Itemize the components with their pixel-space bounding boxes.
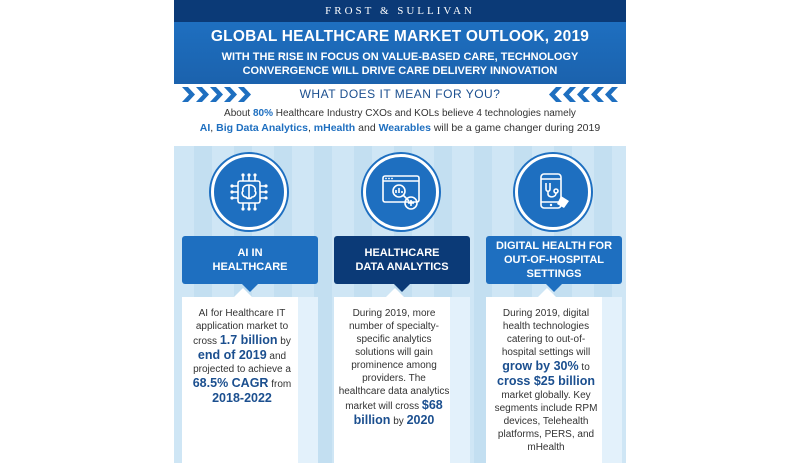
tech-wearables: Wearables: [378, 122, 431, 134]
card-text: by: [390, 416, 407, 427]
label-line-1: AI IN: [237, 247, 263, 259]
subtitle-line-2: CONVERGENCE WILL DRIVE CARE DELIVERY INN…: [242, 65, 558, 77]
intro-sep-2: ,: [307, 122, 314, 134]
highlight-value: 2018-2022: [212, 391, 272, 405]
data-analytics-icon: [382, 175, 420, 210]
infographic: FROST & SULLIVAN GLOBAL HEALTHCARE MARKE…: [174, 0, 626, 463]
highlight-value: end of 2019: [197, 348, 267, 362]
highlight-value: 2020: [406, 413, 435, 427]
intro-percent: 80%: [252, 108, 273, 119]
label-line-1: HEALTHCARE: [364, 247, 440, 259]
page-title: GLOBAL HEALTHCARE MARKET OUTLOOK, 2019: [210, 28, 590, 45]
column-ai: AI IN HEALTHCARE AI for Healthcare IT app…: [177, 146, 323, 463]
card-digital-health: During 2019, digital health technologies…: [486, 288, 622, 463]
label-line-2: HEALTHCARE: [212, 261, 288, 273]
card-text: During 2019, more number of specialty-sp…: [338, 308, 450, 412]
page-subtitle: WITH THE RISE IN FOCUS ON VALUE-BASED CA…: [184, 50, 616, 78]
icon-circle-analytics: [363, 154, 439, 230]
card-text: from: [268, 379, 292, 390]
brand-logo: FROST & SULLIVAN: [174, 0, 626, 22]
tech-mhealth: mHealth: [313, 122, 356, 134]
question-text: WHAT DOES IT MEAN FOR YOU?: [299, 87, 501, 101]
card-text-analytics: During 2019, more number of specialty-sp…: [338, 307, 450, 428]
intro-prefix: About: [224, 108, 253, 119]
label-line-2: DATA ANALYTICS: [355, 261, 449, 273]
question-bar: WHAT DOES IT MEAN FOR YOU?: [174, 84, 626, 105]
highlight-value: grow by 30%: [502, 359, 579, 373]
label-line-1: DIGITAL HEALTH FOR: [495, 240, 613, 252]
tech-big-data: Big Data Analytics: [216, 122, 308, 134]
highlight-value: 1.7 billion: [219, 333, 278, 347]
column-data-analytics: HEALTHCARE DATA ANALYTICS During 2019, mo…: [329, 146, 475, 463]
mobile-health-icon: [540, 173, 569, 209]
card-text: and projected to achieve a: [193, 351, 291, 375]
card-text: to: [578, 362, 590, 373]
highlight-value: $68 billion: [353, 398, 443, 427]
intro-line-2: AI, Big Data Analytics, mHealth and Wear…: [174, 121, 626, 136]
icon-circle-ai: [211, 154, 287, 230]
tech-ai: AI: [199, 122, 211, 134]
intro-text: About 80% Healthcare Industry CXOs and K…: [174, 107, 626, 136]
column-digital-health: DIGITAL HEALTH FOR OUT-OF-HOSPITAL SETTIN…: [481, 146, 626, 463]
category-label-analytics: HEALTHCARE DATA ANALYTICS: [334, 236, 470, 292]
header-band: GLOBAL HEALTHCARE MARKET OUTLOOK, 2019 W…: [174, 22, 626, 84]
card-text-ai: AI for Healthcare IT application market …: [186, 307, 298, 406]
category-label-digital-health: DIGITAL HEALTH FOR OUT-OF-HOSPITAL SETTIN…: [486, 236, 622, 292]
label-line-2: OUT-OF-HOSPITAL SETTINGS: [503, 254, 604, 280]
card-text: During 2019, digital health technologies…: [501, 308, 591, 358]
card-ai: AI for Healthcare IT application market …: [182, 288, 318, 463]
chevrons-right-icon: [549, 87, 618, 102]
icon-circle-digital-health: [515, 154, 591, 230]
card-text: market globally. Key segments include RP…: [494, 390, 598, 453]
card-analytics: During 2019, more number of specialty-sp…: [334, 288, 470, 463]
intro-sep-1: ,: [210, 122, 217, 134]
intro-sep-3: and: [355, 122, 379, 134]
card-text: AI for Healthcare IT application market …: [193, 308, 289, 347]
subtitle-line-1: WITH THE RISE IN FOCUS ON VALUE-BASED CA…: [221, 51, 579, 63]
highlight-value: 68.5% CAGR: [192, 376, 269, 390]
intro-rest: Healthcare Industry CXOs and KOLs believ…: [272, 108, 576, 119]
intro-suffix: will be a game changer during 2019: [430, 122, 601, 134]
intro-line-1: About 80% Healthcare Industry CXOs and K…: [174, 107, 626, 121]
ai-chip-brain-icon: [230, 173, 268, 211]
chevrons-left-icon: [182, 87, 251, 102]
category-label-ai: AI IN HEALTHCARE: [182, 236, 318, 292]
card-text-digital-health: During 2019, digital health technologies…: [490, 307, 602, 454]
card-text: by: [277, 336, 291, 347]
highlight-value: cross $25 billion: [497, 374, 595, 388]
